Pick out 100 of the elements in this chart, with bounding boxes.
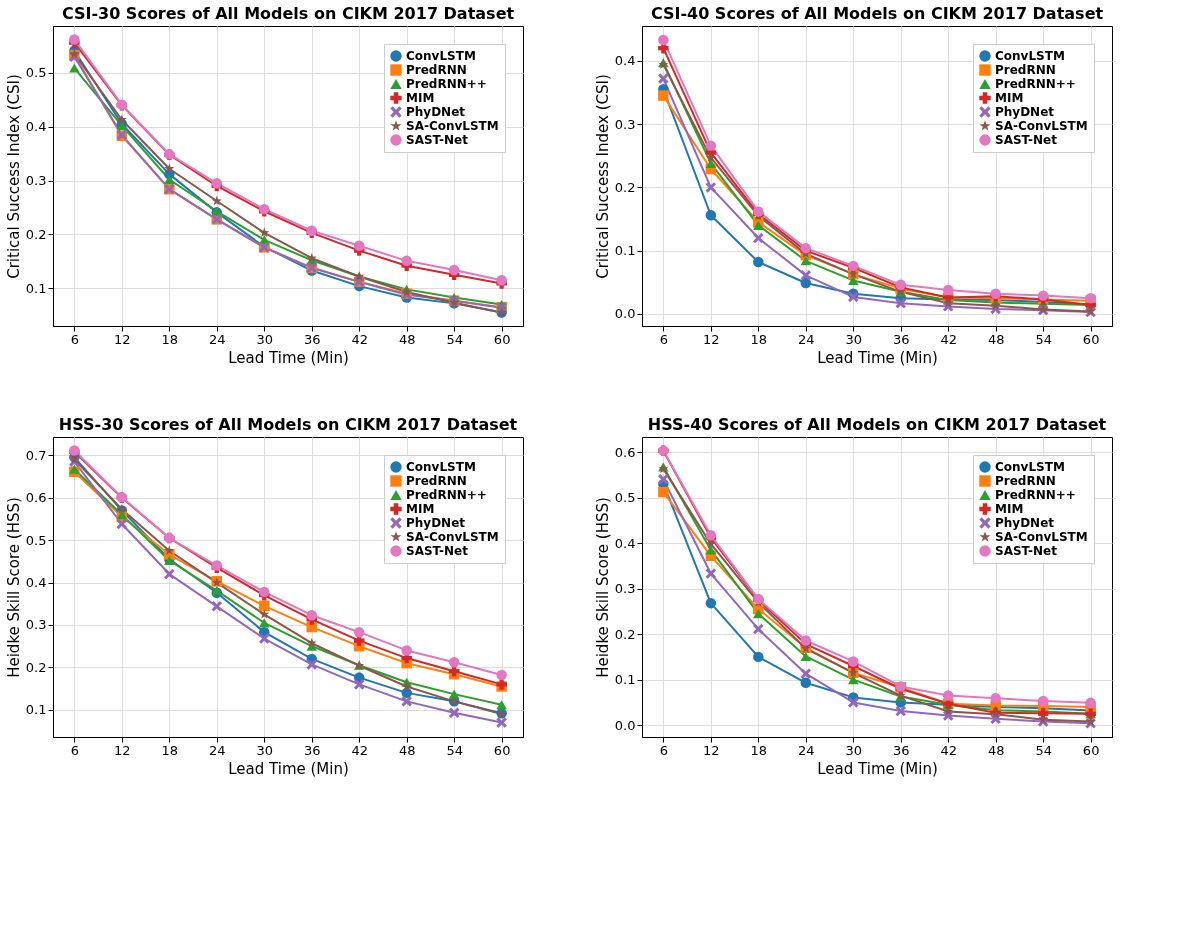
x-tick-label: 42 (940, 742, 957, 758)
x-tick-label: 54 (446, 742, 463, 758)
y-tick-label: 0.3 (25, 173, 47, 189)
y-tick-label: 0.1 (25, 280, 47, 296)
y-tick-label: 0.6 (614, 444, 636, 460)
legend-label: ConvLSTM (995, 460, 1065, 474)
y-tick-label: 0.4 (614, 535, 636, 551)
x-tick-label: 6 (659, 742, 668, 758)
y-tick-label: 0.0 (614, 717, 636, 733)
y-tick-label: 0.3 (614, 581, 636, 597)
x-tick-label: 30 (845, 331, 863, 347)
y-tick-label: 0.5 (25, 532, 47, 548)
x-tick-label: 48 (398, 331, 416, 347)
x-tick-label: 60 (1082, 331, 1100, 347)
legend-label: PhyDNet (995, 105, 1055, 119)
x-tick-label: 6 (70, 331, 79, 347)
chart-title: HSS-30 Scores of All Models on CIKM 2017 Dataset (58, 415, 518, 434)
legend-label: PredRNN (995, 63, 1056, 77)
y-tick-label: 0.7 (25, 447, 47, 463)
x-tick-label: 42 (351, 742, 368, 758)
legend-label: PredRNN++ (995, 77, 1076, 91)
x-tick-label: 18 (750, 331, 768, 347)
y-tick-label: 0.2 (614, 179, 636, 195)
x-tick-label: 30 (256, 742, 274, 758)
y-tick-label: 0.1 (25, 702, 47, 718)
x-tick-label: 48 (398, 742, 416, 758)
x-tick-label: 54 (1035, 331, 1052, 347)
y-tick-label: 0.2 (25, 226, 47, 242)
chart-title: CSI-30 Scores of All Models on CIKM 2017 Dataset (61, 4, 515, 23)
y-tick-label: 0.2 (614, 626, 636, 642)
y-tick-label: 0.5 (614, 490, 636, 506)
x-tick-label: 24 (209, 742, 226, 758)
x-tick-label: 12 (114, 742, 131, 758)
x-tick-label: 12 (703, 331, 720, 347)
y-axis-title: Heidke Skill Score (HSS) (593, 497, 612, 678)
legend-label: MIM (995, 91, 1024, 105)
legend-label: PhyDNet (406, 516, 466, 530)
y-tick-label: 0.4 (614, 53, 636, 69)
y-tick-label: 0.1 (614, 672, 636, 688)
x-tick-label: 24 (209, 331, 226, 347)
legend-label: PhyDNet (995, 516, 1055, 530)
x-tick-label: 36 (892, 742, 910, 758)
x-tick-label: 36 (892, 331, 910, 347)
legend-label: PredRNN++ (995, 488, 1076, 502)
y-axis-title: Heidke Skill Score (HSS) (4, 497, 23, 678)
x-tick-label: 60 (493, 331, 511, 347)
y-tick-label: 0.1 (614, 243, 636, 259)
x-tick-label: 42 (351, 331, 368, 347)
x-axis-title: Lead Time (Min) (817, 759, 938, 778)
legend-label: PredRNN (995, 474, 1056, 488)
x-tick-label: 60 (493, 742, 511, 758)
legend-label: PredRNN (406, 474, 467, 488)
legend-label: MIM (406, 91, 435, 105)
legend-label: SAST-Net (995, 544, 1058, 558)
legend-label: ConvLSTM (406, 460, 476, 474)
x-tick-label: 6 (70, 742, 79, 758)
x-axis-title: Lead Time (Min) (817, 348, 938, 367)
x-tick-label: 60 (1082, 742, 1100, 758)
x-tick-label: 48 (987, 331, 1005, 347)
legend-label: PredRNN++ (406, 77, 487, 91)
y-axis-title: Critical Success Index (CSI) (4, 74, 23, 279)
y-tick-label: 0.3 (614, 116, 636, 132)
x-tick-label: 36 (303, 331, 321, 347)
x-tick-label: 6 (659, 331, 668, 347)
legend-label: PhyDNet (406, 105, 466, 119)
x-tick-label: 18 (161, 742, 179, 758)
x-tick-label: 36 (303, 742, 321, 758)
x-tick-label: 54 (446, 331, 463, 347)
legend-label: SAST-Net (406, 133, 469, 147)
legend-label: MIM (995, 502, 1024, 516)
y-tick-label: 0.6 (25, 490, 47, 506)
legend-label: SAST-Net (406, 544, 469, 558)
y-tick-label: 0.4 (25, 119, 47, 135)
x-axis-title: Lead Time (Min) (228, 348, 349, 367)
x-tick-label: 24 (798, 331, 815, 347)
x-axis-title: Lead Time (Min) (228, 759, 349, 778)
chart-title: HSS-40 Scores of All Models on CIKM 2017 Dataset (647, 415, 1107, 434)
legend-label: SA-ConvLSTM (406, 119, 499, 133)
x-tick-label: 30 (845, 742, 863, 758)
legend-label: SA-ConvLSTM (995, 119, 1088, 133)
x-tick-label: 30 (256, 331, 274, 347)
x-tick-label: 12 (703, 742, 720, 758)
legend-label: PredRNN (406, 63, 467, 77)
x-tick-label: 42 (940, 331, 957, 347)
legend-label: MIM (406, 502, 435, 516)
y-tick-label: 0.2 (25, 659, 47, 675)
x-tick-label: 24 (798, 742, 815, 758)
legend-label: ConvLSTM (406, 49, 476, 63)
legend-label: SAST-Net (995, 133, 1058, 147)
x-tick-label: 18 (750, 742, 768, 758)
y-tick-label: 0.0 (614, 306, 636, 322)
y-tick-label: 0.3 (25, 617, 47, 633)
x-tick-label: 12 (114, 331, 131, 347)
legend-label: SA-ConvLSTM (406, 530, 499, 544)
y-tick-label: 0.5 (25, 65, 47, 81)
x-tick-label: 54 (1035, 742, 1052, 758)
y-tick-label: 0.4 (25, 575, 47, 591)
legend-label: SA-ConvLSTM (995, 530, 1088, 544)
x-tick-label: 48 (987, 742, 1005, 758)
x-tick-label: 18 (161, 331, 179, 347)
